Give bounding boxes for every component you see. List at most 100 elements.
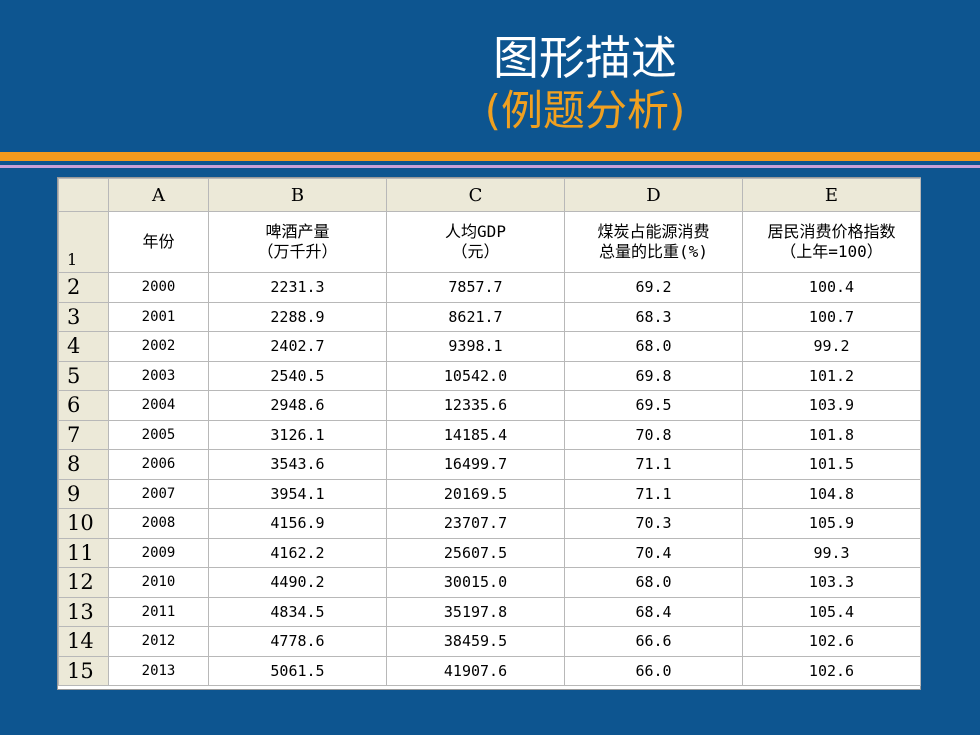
cell-coal[interactable]: 68.4 <box>564 596 743 627</box>
cell-beer[interactable]: 2948.6 <box>208 390 387 421</box>
cell-year[interactable]: 2002 <box>108 331 209 362</box>
field-header-gdp[interactable]: 人均GDP （元） <box>386 211 565 273</box>
cell-coal[interactable]: 68.0 <box>564 567 743 598</box>
cell-beer[interactable]: 4490.2 <box>208 567 387 598</box>
cell-cpi[interactable]: 100.7 <box>742 301 921 332</box>
cell-gdp[interactable]: 35197.8 <box>386 596 565 627</box>
cell-cpi[interactable]: 104.8 <box>742 478 921 509</box>
row-header[interactable]: 15 <box>58 655 109 686</box>
row-header[interactable]: 1 <box>58 211 109 273</box>
cell-gdp[interactable]: 41907.6 <box>386 655 565 686</box>
row-header[interactable]: 5 <box>58 360 109 391</box>
cell-coal[interactable]: 68.0 <box>564 331 743 362</box>
field-header-line: 年份 <box>142 232 175 251</box>
row-header[interactable]: 13 <box>58 596 109 627</box>
cell-gdp[interactable]: 20169.5 <box>386 478 565 509</box>
cell-cpi[interactable]: 99.3 <box>742 537 921 568</box>
field-header-beer[interactable]: 啤酒产量 （万千升） <box>208 211 387 273</box>
cell-year[interactable]: 2008 <box>108 508 209 539</box>
cell-coal[interactable]: 70.8 <box>564 419 743 450</box>
column-header-e[interactable]: E <box>742 178 921 212</box>
cell-coal[interactable]: 66.6 <box>564 626 743 657</box>
cell-cpi[interactable]: 101.5 <box>742 449 921 480</box>
row-header[interactable]: 3 <box>58 301 109 332</box>
cell-gdp[interactable]: 38459.5 <box>386 626 565 657</box>
cell-year[interactable]: 2010 <box>108 567 209 598</box>
cell-year[interactable]: 2003 <box>108 360 209 391</box>
cell-cpi[interactable]: 100.4 <box>742 272 921 303</box>
cell-gdp[interactable]: 7857.7 <box>386 272 565 303</box>
cell-gdp[interactable]: 25607.5 <box>386 537 565 568</box>
cell-year[interactable]: 2001 <box>108 301 209 332</box>
row-header[interactable]: 11 <box>58 537 109 568</box>
cell-beer[interactable]: 4162.2 <box>208 537 387 568</box>
cell-coal[interactable]: 70.3 <box>564 508 743 539</box>
cell-coal[interactable]: 69.8 <box>564 360 743 391</box>
row-header[interactable]: 9 <box>58 478 109 509</box>
cell-year[interactable]: 2005 <box>108 419 209 450</box>
cell-gdp[interactable]: 23707.7 <box>386 508 565 539</box>
cell-coal[interactable]: 71.1 <box>564 449 743 480</box>
cell-beer[interactable]: 4834.5 <box>208 596 387 627</box>
column-header-a[interactable]: A <box>108 178 209 212</box>
cell-year[interactable]: 2013 <box>108 655 209 686</box>
row-header[interactable]: 8 <box>58 449 109 480</box>
column-header-c[interactable]: C <box>386 178 565 212</box>
cell-year[interactable]: 2009 <box>108 537 209 568</box>
cell-year[interactable]: 2007 <box>108 478 209 509</box>
cell-beer[interactable]: 4156.9 <box>208 508 387 539</box>
cell-coal[interactable]: 66.0 <box>564 655 743 686</box>
cell-gdp[interactable]: 8621.7 <box>386 301 565 332</box>
column-header-b[interactable]: B <box>208 178 387 212</box>
row-header[interactable]: 14 <box>58 626 109 657</box>
cell-beer[interactable]: 2540.5 <box>208 360 387 391</box>
cell-year[interactable]: 2006 <box>108 449 209 480</box>
cell-year[interactable]: 2000 <box>108 272 209 303</box>
cell-beer[interactable]: 3126.1 <box>208 419 387 450</box>
cell-cpi[interactable]: 99.2 <box>742 331 921 362</box>
cell-cpi[interactable]: 102.6 <box>742 626 921 657</box>
cell-gdp[interactable]: 16499.7 <box>386 449 565 480</box>
cell-coal[interactable]: 69.5 <box>564 390 743 421</box>
field-header-line: 煤炭占能源消费 <box>597 222 710 241</box>
cell-cpi[interactable]: 105.9 <box>742 508 921 539</box>
cell-beer[interactable]: 3543.6 <box>208 449 387 480</box>
cell-beer[interactable]: 4778.6 <box>208 626 387 657</box>
field-header-cpi[interactable]: 居民消费价格指数 （上年=100） <box>742 211 921 273</box>
cell-cpi[interactable]: 105.4 <box>742 596 921 627</box>
cell-cpi[interactable]: 103.9 <box>742 390 921 421</box>
cell-coal[interactable]: 70.4 <box>564 537 743 568</box>
select-all-corner[interactable] <box>58 178 109 212</box>
cell-gdp[interactable]: 10542.0 <box>386 360 565 391</box>
cell-beer[interactable]: 2288.9 <box>208 301 387 332</box>
row-header[interactable]: 10 <box>58 508 109 539</box>
row-header[interactable]: 6 <box>58 390 109 421</box>
cell-coal[interactable]: 68.3 <box>564 301 743 332</box>
row-header[interactable]: 7 <box>58 419 109 450</box>
cell-cpi[interactable]: 102.6 <box>742 655 921 686</box>
cell-gdp[interactable]: 14185.4 <box>386 419 565 450</box>
row-header[interactable]: 4 <box>58 331 109 362</box>
cell-beer[interactable]: 5061.5 <box>208 655 387 686</box>
cell-cpi[interactable]: 101.2 <box>742 360 921 391</box>
cell-gdp[interactable]: 12335.6 <box>386 390 565 421</box>
cell-year[interactable]: 2012 <box>108 626 209 657</box>
cell-gdp[interactable]: 30015.0 <box>386 567 565 598</box>
row-header[interactable]: 2 <box>58 272 109 303</box>
cell-beer[interactable]: 2231.3 <box>208 272 387 303</box>
cell-coal[interactable]: 71.1 <box>564 478 743 509</box>
cell-cpi[interactable]: 101.8 <box>742 419 921 450</box>
table-row: 2 2000 2231.3 7857.7 69.2 100.4 <box>58 272 921 303</box>
field-header-coal[interactable]: 煤炭占能源消费 总量的比重(%) <box>564 211 743 273</box>
cell-coal[interactable]: 69.2 <box>564 272 743 303</box>
cell-gdp[interactable]: 9398.1 <box>386 331 565 362</box>
cell-beer[interactable]: 2402.7 <box>208 331 387 362</box>
cell-beer[interactable]: 3954.1 <box>208 478 387 509</box>
column-header-d[interactable]: D <box>564 178 743 212</box>
row-header[interactable]: 12 <box>58 567 109 598</box>
cell-cpi[interactable]: 103.3 <box>742 567 921 598</box>
cell-year[interactable]: 2011 <box>108 596 209 627</box>
field-header-year[interactable]: 年份 <box>108 211 209 273</box>
field-header-row: 1 年份 啤酒产量 （万千升） 人均GDP （元） 煤炭占能源消费 总量的比重(%) … <box>58 211 921 273</box>
cell-year[interactable]: 2004 <box>108 390 209 421</box>
